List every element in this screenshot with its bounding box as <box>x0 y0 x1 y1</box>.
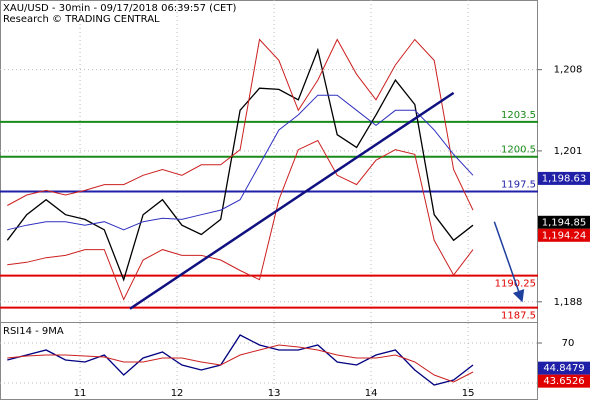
rsi-panel <box>0 322 538 400</box>
level-label: 1197.5 <box>501 180 536 191</box>
price-tag <box>538 215 590 229</box>
price-tag-label: 44.8479 <box>543 363 584 374</box>
chart-title: XAU/USD - 30min - 09/17/2018 06:39:57 (C… <box>3 3 236 14</box>
price-tag-label: 1,194.24 <box>542 230 587 241</box>
x-tick-label: 13 <box>268 388 281 399</box>
series-line <box>7 94 474 231</box>
level-label: 1190.25 <box>495 279 536 290</box>
price-tag <box>538 171 590 185</box>
price-tag <box>538 374 590 388</box>
price-panel <box>0 0 538 323</box>
x-tick-label: 15 <box>462 388 475 399</box>
y-tick-label: 1,188 <box>554 297 583 308</box>
y-tick-label: 70 <box>562 338 575 349</box>
x-tick-label: 14 <box>365 388 378 399</box>
series-line <box>7 139 474 301</box>
level-label: 1200.5 <box>501 145 536 156</box>
price-tag <box>538 361 590 375</box>
rsi-title: RSI14 - 9MA <box>3 326 64 337</box>
y-tick-label: 1,208 <box>554 65 583 76</box>
series-line <box>6 47 474 282</box>
trendline <box>493 221 525 303</box>
price-tag-label: 43.6526 <box>543 376 584 387</box>
y-tick-label: 1,201 <box>554 146 583 157</box>
price-tag-label: 1,194.85 <box>542 217 587 228</box>
level-label: 1187.5 <box>501 311 536 322</box>
price-tag-label: 1,198.63 <box>542 173 587 184</box>
level-label: 1203.5 <box>501 110 536 121</box>
price-tag <box>538 228 590 242</box>
chart-subtitle: Research © TRADING CENTRAL <box>3 14 160 25</box>
series-line <box>7 38 474 211</box>
x-tick-label: 12 <box>171 388 184 399</box>
trendline <box>129 91 455 310</box>
series-line <box>7 344 474 383</box>
x-tick-label: 11 <box>74 388 87 399</box>
series-line <box>7 334 474 386</box>
